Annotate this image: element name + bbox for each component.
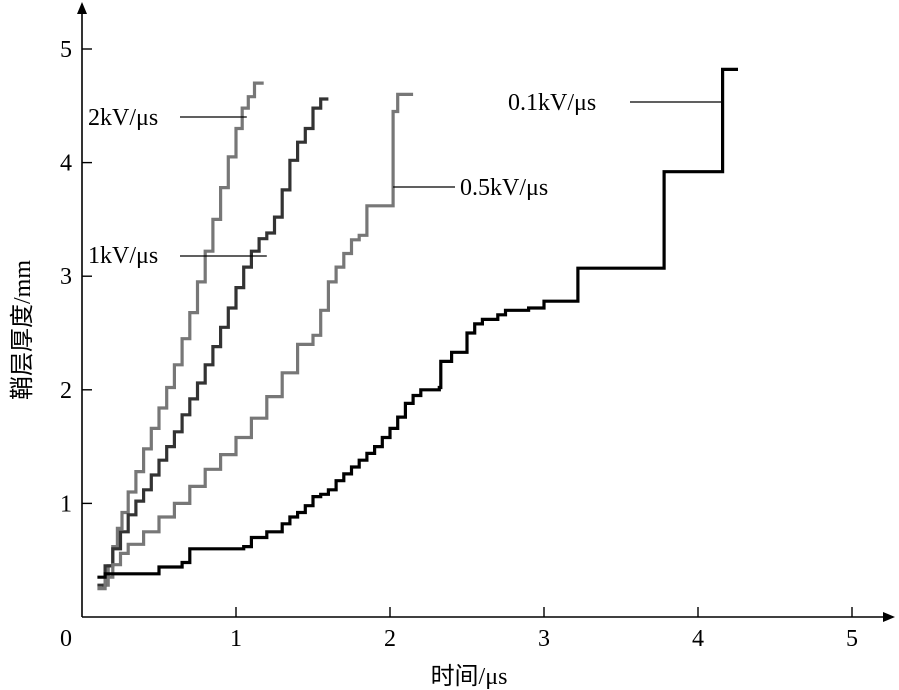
series-line-2 <box>97 92 414 591</box>
y-tick-label: 3 <box>60 264 72 290</box>
x-axis-title: 时间/μs <box>431 663 508 690</box>
series-label-2: 0.5kV/μs <box>460 175 548 201</box>
y-tick-label: 1 <box>60 491 72 517</box>
series-label-1: 1kV/μs <box>88 243 158 269</box>
x-tick-label: 2 <box>384 626 396 652</box>
series-line-3 <box>97 67 738 579</box>
ticks: 0 1 2 3 4 5 1 2 3 4 5 <box>60 37 858 652</box>
series-line-1 <box>97 97 329 587</box>
series-line-0 <box>102 81 264 587</box>
series-label-0: 2kV/μs <box>88 105 158 131</box>
x-tick-label: 4 <box>692 626 704 652</box>
series-label-3: 0.1kV/μs <box>508 90 596 116</box>
y-tick-label: 4 <box>60 151 72 177</box>
x-tick-label: 3 <box>538 626 550 652</box>
x-tick-label: 1 <box>230 626 242 652</box>
series-layer <box>97 67 738 591</box>
y-tick-label: 5 <box>60 37 72 63</box>
axes <box>77 2 895 622</box>
series-labels: 2kV/μs 1kV/μs 0.5kV/μs 0.1kV/μs <box>88 90 723 269</box>
x-tick-label: 5 <box>846 626 858 652</box>
y-axis-title: 鞘层厚度/mm <box>9 260 36 400</box>
y-tick-label: 2 <box>60 378 72 404</box>
x-tick-label: 0 <box>60 626 72 652</box>
